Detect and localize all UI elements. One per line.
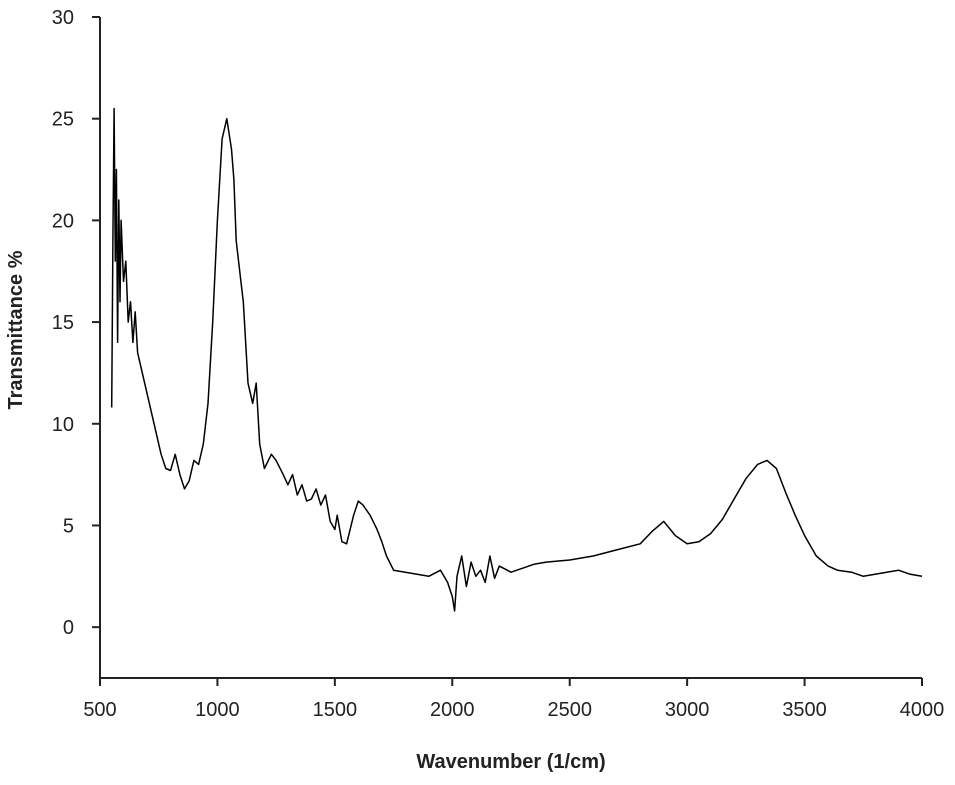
x-tick-label: 3000: [665, 699, 710, 721]
y-tick-label: 15: [52, 312, 74, 334]
x-tick-label: 3500: [782, 699, 827, 721]
x-tick-label: 2000: [430, 699, 475, 721]
x-tick-label: 500: [83, 699, 116, 721]
y-tick-label: 25: [52, 109, 74, 131]
x-tick-label: 2500: [547, 699, 592, 721]
y-axis-label: Transmittance %: [5, 250, 27, 409]
x-axis-label: Wavenumber (1/cm): [416, 751, 605, 773]
x-tick-label: 1000: [195, 699, 240, 721]
x-tick-label: 1500: [313, 699, 358, 721]
y-tick-label: 20: [52, 210, 74, 232]
spectrum-line: [110, 107, 923, 612]
y-tick-label: 5: [63, 515, 74, 537]
x-tick-label: 4000: [900, 699, 945, 721]
y-tick-label: 0: [63, 617, 74, 639]
y-tick-label: 10: [52, 414, 74, 436]
y-tick-label: 30: [52, 7, 74, 29]
